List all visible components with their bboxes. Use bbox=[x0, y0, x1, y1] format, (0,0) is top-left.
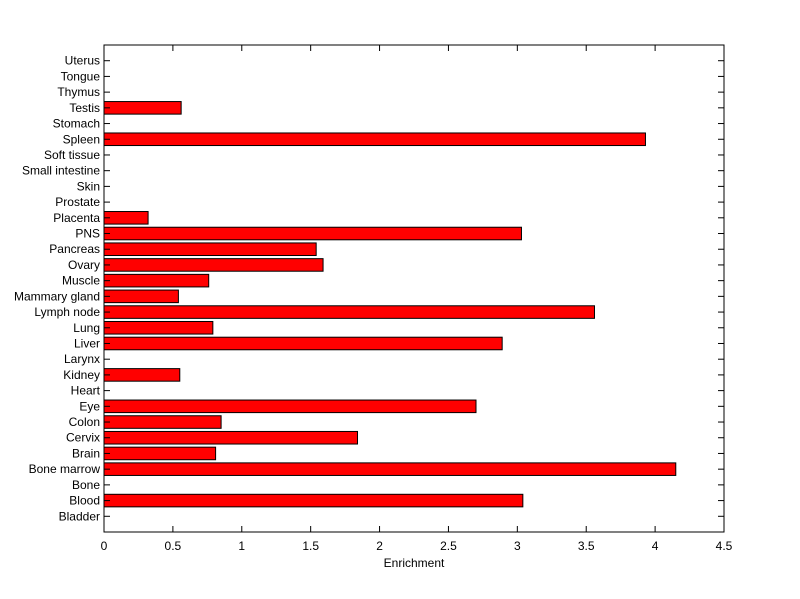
y-tick-label: Stomach bbox=[53, 117, 100, 131]
bar-blood bbox=[103, 493, 524, 508]
y-tick-label: Small intestine bbox=[22, 164, 100, 178]
y-tick-label: Larynx bbox=[64, 352, 100, 366]
y-tick-label: Eye bbox=[79, 399, 100, 413]
bar-muscle bbox=[103, 273, 210, 288]
y-tick-label: Lung bbox=[73, 321, 100, 335]
bars-layer bbox=[103, 54, 677, 523]
y-tick-label: Ovary bbox=[68, 258, 100, 272]
y-tick-label: Spleen bbox=[63, 132, 100, 146]
y-tick-label: Muscle bbox=[62, 274, 100, 288]
x-tick-label: 2 bbox=[376, 539, 383, 553]
bar-kidney bbox=[103, 368, 181, 382]
y-tick-label: Bladder bbox=[59, 509, 100, 523]
y-tick-label: Cervix bbox=[66, 431, 100, 445]
y-tick-label: Prostate bbox=[55, 195, 100, 209]
bar-spleen bbox=[103, 132, 646, 147]
x-tick-label: 2.5 bbox=[440, 539, 457, 553]
bar-bone-marrow bbox=[103, 462, 677, 476]
bar-colon bbox=[103, 415, 222, 429]
x-tick-label: 1 bbox=[238, 539, 245, 553]
y-tick-label: Skin bbox=[77, 179, 100, 193]
y-tick-label: Tongue bbox=[61, 69, 101, 83]
bar-cervix bbox=[103, 430, 359, 445]
y-tick-label: Liver bbox=[74, 336, 100, 350]
x-tick-label: 4.5 bbox=[716, 539, 733, 553]
bar-placenta bbox=[103, 211, 149, 225]
y-tick-label: Soft tissue bbox=[44, 148, 100, 162]
y-tick-label: Lymph node bbox=[34, 305, 100, 319]
bar-pns bbox=[103, 226, 522, 241]
y-tick-label: Placenta bbox=[53, 211, 100, 225]
bar-liver bbox=[103, 336, 503, 351]
x-tick-label: 0.5 bbox=[165, 539, 182, 553]
y-tick-label: PNS bbox=[75, 227, 100, 241]
y-tick-label: Blood bbox=[69, 494, 100, 508]
x-tick-label: 3 bbox=[514, 539, 521, 553]
y-tick-label: Thymus bbox=[57, 85, 100, 99]
y-tick-label: Kidney bbox=[63, 368, 100, 382]
x-tick-label: 1.5 bbox=[302, 539, 319, 553]
x-tick-label: 3.5 bbox=[578, 539, 595, 553]
y-tick-label: Testis bbox=[69, 101, 100, 115]
bar-mammary-gland bbox=[103, 289, 179, 304]
bar-ovary bbox=[103, 258, 324, 272]
y-tick-label: Mammary gland bbox=[14, 289, 100, 303]
x-axis-title: Enrichment bbox=[384, 556, 445, 570]
bar-lung bbox=[103, 320, 214, 335]
bar-lymph-node bbox=[103, 305, 595, 319]
y-tick-label: Colon bbox=[69, 415, 100, 429]
y-tick-label: Brain bbox=[72, 446, 100, 460]
y-tick-label: Heart bbox=[71, 384, 101, 398]
x-tick-label: 0 bbox=[101, 539, 108, 553]
y-tick-label: Bone bbox=[72, 478, 100, 492]
x-tick-label: 4 bbox=[652, 539, 659, 553]
bar-eye bbox=[103, 399, 477, 414]
bar-brain bbox=[103, 446, 217, 461]
y-tick-label: Pancreas bbox=[49, 242, 100, 256]
bar-testis bbox=[103, 101, 182, 115]
bar-pancreas bbox=[103, 242, 317, 257]
y-tick-label: Bone marrow bbox=[29, 462, 101, 476]
ticks-layer bbox=[103, 45, 725, 532]
y-tick-label: Uterus bbox=[65, 54, 100, 68]
